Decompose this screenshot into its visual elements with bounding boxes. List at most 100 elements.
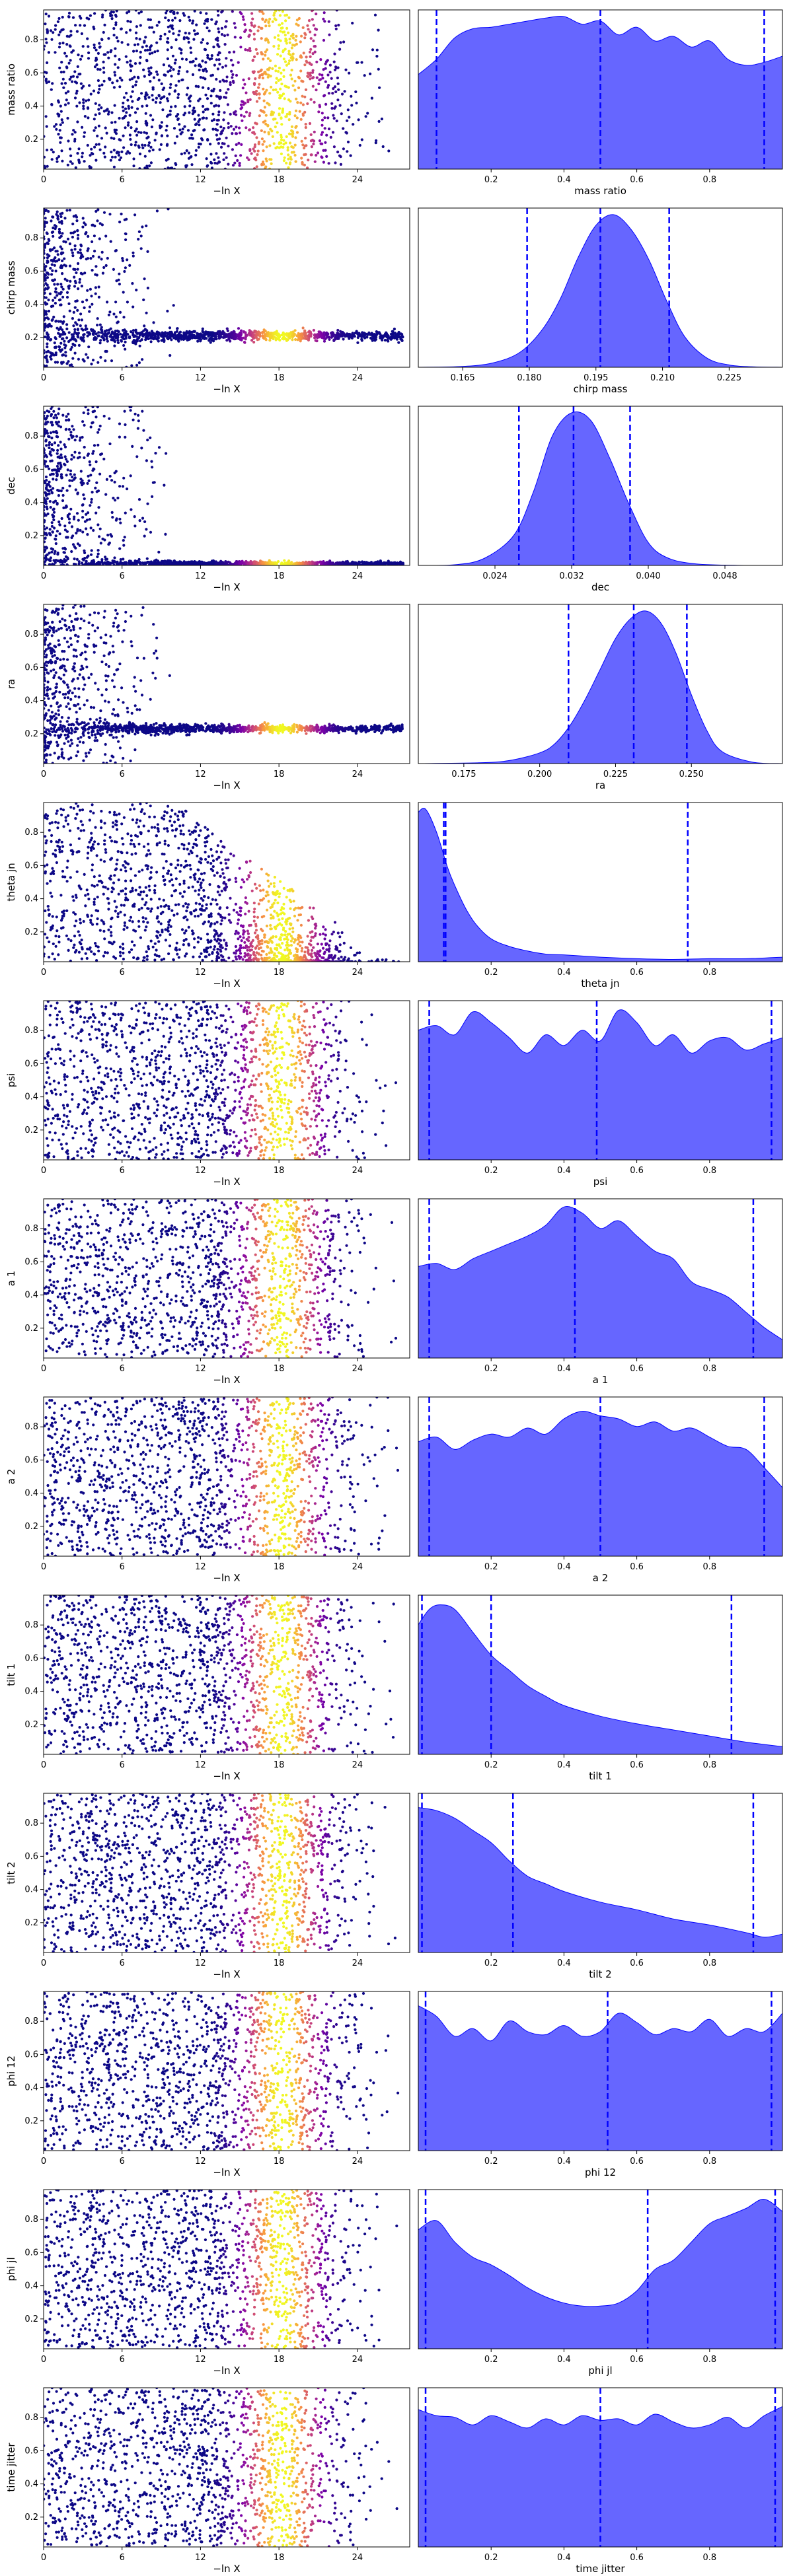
trace-point [277, 38, 280, 41]
trace-point [194, 561, 198, 564]
trace-point [93, 145, 96, 149]
trace-point [239, 103, 243, 106]
kde-x-tick-label: 0.210 [650, 373, 675, 383]
trace-point [59, 725, 62, 729]
trace-point [243, 83, 246, 86]
trace-point [109, 50, 112, 54]
trace-point [190, 60, 194, 63]
trace-point [134, 31, 138, 34]
y-tick-label: 0.8 [24, 431, 38, 441]
trace-point [360, 138, 363, 141]
trace-point [90, 363, 93, 366]
trace-point [397, 335, 400, 338]
trace-point [264, 157, 268, 161]
trace-point [282, 75, 285, 78]
trace-point [51, 692, 54, 696]
trace-point [223, 96, 226, 99]
trace-point [128, 133, 132, 137]
trace-point [61, 322, 65, 325]
trace-point [227, 338, 231, 341]
trace-point [188, 137, 192, 140]
trace-point [292, 333, 296, 337]
trace-point [100, 661, 104, 664]
trace-point [139, 24, 142, 27]
kde-axes-frame [418, 207, 783, 368]
trace-point [264, 24, 268, 28]
trace-point [315, 153, 318, 157]
trace-point [80, 32, 83, 36]
trace-point [191, 19, 195, 22]
trace-point [85, 99, 88, 102]
trace-point [105, 131, 108, 135]
trace-point [72, 129, 75, 132]
kde-x-tick-label: 0.048 [712, 571, 737, 581]
trace-point [52, 519, 56, 522]
trace-point [96, 67, 100, 71]
trace-point [141, 143, 144, 147]
trace-point [143, 277, 146, 281]
trace-point [112, 149, 116, 152]
trace-point [242, 103, 245, 106]
trace-point [233, 36, 237, 39]
trace-point [109, 533, 112, 536]
trace-point [236, 159, 239, 162]
trace-point [274, 18, 278, 22]
trace-point [79, 617, 83, 621]
trace-point [241, 87, 245, 90]
trace-point [118, 221, 122, 224]
trace-point [223, 34, 227, 38]
trace-point [134, 330, 137, 334]
trace-point [50, 231, 54, 234]
trace-point [151, 148, 155, 152]
trace-point [303, 332, 307, 336]
trace-point [268, 559, 271, 562]
trace-point [294, 125, 297, 129]
trace-point [137, 238, 140, 241]
trace-point [283, 33, 287, 37]
trace-point [182, 36, 186, 39]
trace-point [280, 561, 283, 565]
trace-point [82, 85, 85, 88]
trace-point [51, 260, 55, 263]
kde-xlabel: chirp mass [574, 383, 628, 395]
x-tick-label: 0 [41, 175, 46, 185]
trace-point [133, 412, 137, 415]
trace-point [147, 332, 150, 336]
trace-point [79, 478, 83, 481]
trace-point [217, 58, 221, 61]
trace-point [47, 238, 50, 241]
trace-point [102, 71, 106, 74]
trace-point [65, 295, 69, 299]
trace-point [162, 63, 165, 67]
trace-point [135, 50, 138, 53]
trace-point [96, 406, 99, 409]
trace-point [282, 159, 285, 162]
trace-point [124, 238, 128, 242]
trace-point [297, 86, 301, 90]
trace-point [69, 738, 73, 742]
trace-point [76, 268, 79, 271]
trace-point [81, 503, 84, 507]
trace-point [48, 446, 51, 450]
trace-point [133, 560, 137, 563]
trace-point [104, 359, 107, 363]
trace-point [87, 247, 90, 250]
trace-point [101, 13, 104, 17]
trace-point [142, 68, 145, 71]
trace-point [206, 26, 209, 30]
trace-point [243, 23, 246, 26]
trace-point [147, 144, 150, 147]
trace-point [68, 309, 71, 312]
trace-point [201, 59, 204, 63]
trace-point [96, 134, 99, 137]
trace-point [59, 234, 63, 238]
trace-point [50, 488, 53, 492]
trace-point [119, 558, 122, 561]
trace-point [102, 266, 106, 269]
trace-point [201, 116, 204, 120]
trace-point [174, 114, 178, 118]
trace-point [48, 410, 51, 413]
trace-point [45, 487, 48, 490]
trace-point [77, 336, 80, 339]
trace-point [63, 462, 66, 466]
